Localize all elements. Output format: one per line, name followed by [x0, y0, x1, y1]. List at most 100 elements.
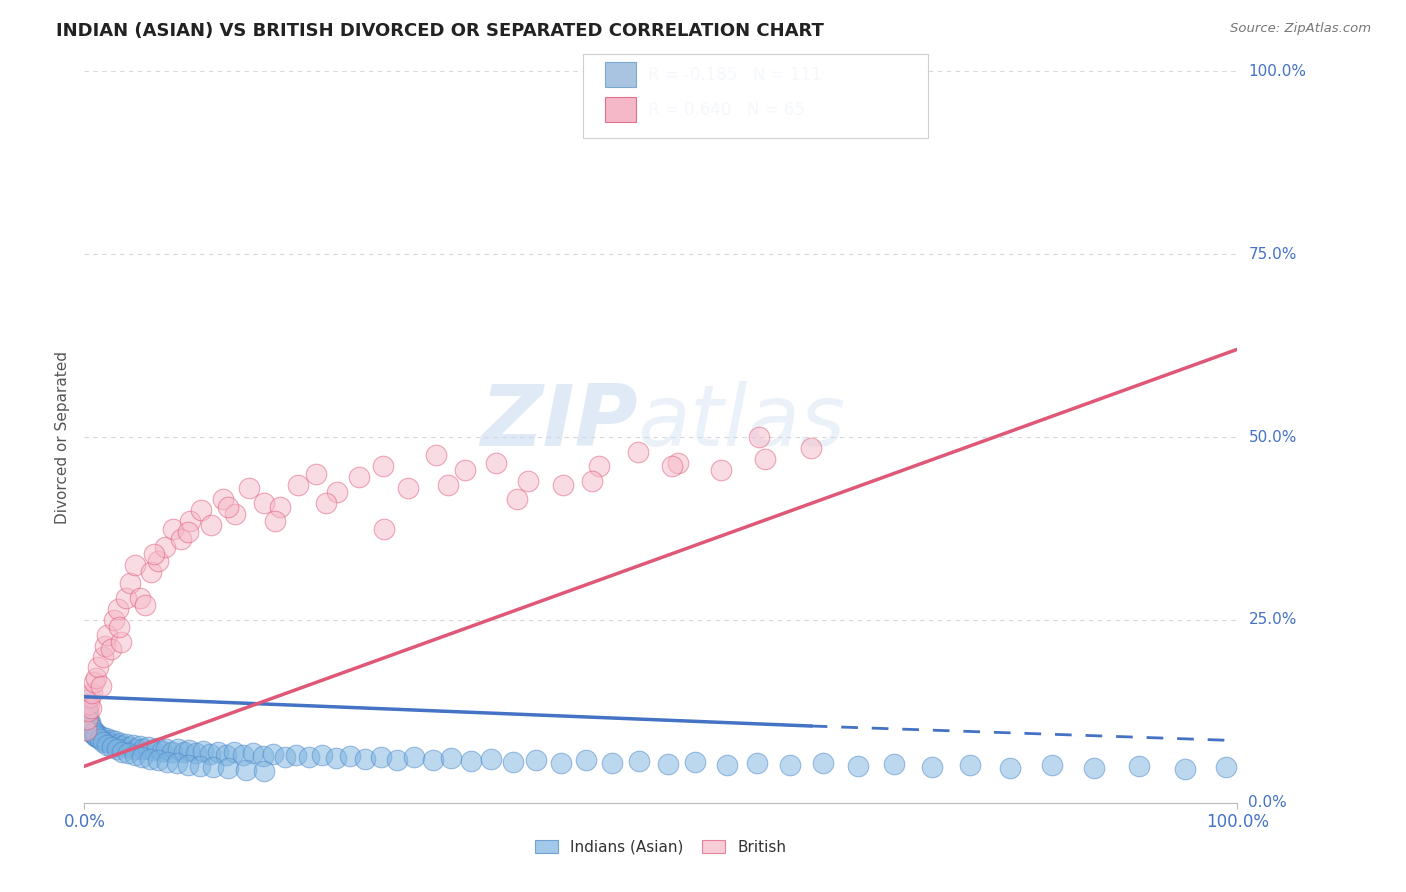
Point — [166, 756, 188, 771]
Point — [107, 602, 129, 616]
Point — [76, 700, 98, 714]
Point — [190, 503, 212, 517]
Point — [91, 649, 114, 664]
Point — [160, 745, 183, 759]
Point — [211, 492, 233, 507]
Y-axis label: Divorced or Separated: Divorced or Separated — [55, 351, 70, 524]
Point — [460, 754, 482, 768]
Point — [191, 744, 214, 758]
Point — [479, 752, 502, 766]
Point — [82, 686, 104, 700]
Point — [100, 642, 122, 657]
Point — [627, 444, 650, 458]
Point — [274, 749, 297, 764]
Point — [101, 740, 124, 755]
Point — [1083, 761, 1105, 775]
Point — [120, 576, 142, 591]
Point — [716, 757, 738, 772]
Point — [76, 712, 98, 726]
Point — [502, 755, 524, 769]
Point — [959, 757, 981, 772]
Point — [83, 724, 105, 739]
Point — [146, 554, 169, 568]
Point — [666, 456, 689, 470]
Point — [131, 749, 153, 764]
Point — [253, 496, 276, 510]
Point — [125, 741, 148, 756]
Point — [79, 719, 101, 733]
Point — [166, 742, 188, 756]
Point — [86, 730, 108, 744]
Point — [141, 566, 163, 580]
Point — [153, 540, 176, 554]
Point — [173, 745, 195, 759]
Point — [97, 735, 120, 749]
Point — [83, 729, 105, 743]
Text: atlas: atlas — [638, 381, 846, 464]
Point — [179, 743, 201, 757]
Point — [111, 745, 134, 759]
Point — [242, 746, 264, 760]
Point — [110, 635, 132, 649]
Point — [588, 459, 610, 474]
Point — [779, 758, 801, 772]
Point — [298, 750, 321, 764]
Point — [104, 734, 127, 748]
Point — [627, 754, 650, 768]
Point — [436, 477, 458, 491]
Point — [998, 761, 1021, 775]
Point — [124, 558, 146, 573]
Point — [263, 514, 285, 528]
Point — [124, 748, 146, 763]
Point — [224, 507, 246, 521]
Point — [76, 705, 98, 719]
Point — [115, 591, 138, 605]
Point — [252, 749, 274, 764]
Point — [76, 705, 98, 719]
Point — [100, 732, 122, 747]
Point — [90, 730, 112, 744]
Point — [921, 760, 943, 774]
Text: Source: ZipAtlas.com: Source: ZipAtlas.com — [1230, 22, 1371, 36]
Point — [105, 742, 128, 756]
Point — [80, 723, 103, 737]
Point — [80, 721, 103, 735]
Point — [128, 591, 150, 605]
Point — [1128, 759, 1150, 773]
Text: 25.0%: 25.0% — [1249, 613, 1296, 627]
Point — [117, 746, 139, 760]
Point — [108, 736, 131, 750]
Point — [581, 474, 603, 488]
Point — [218, 761, 240, 775]
Point — [385, 753, 408, 767]
Point — [232, 748, 254, 763]
Point — [285, 747, 308, 762]
Point — [710, 463, 733, 477]
Point — [813, 756, 835, 771]
Point — [96, 738, 118, 752]
Point — [224, 745, 246, 759]
Point — [80, 700, 103, 714]
Point — [75, 723, 97, 737]
Point — [82, 726, 104, 740]
Point — [118, 740, 141, 755]
Point — [89, 731, 111, 746]
Point — [111, 739, 134, 753]
Text: ZIP: ZIP — [479, 381, 638, 464]
Point — [657, 757, 679, 772]
Point — [218, 500, 240, 514]
Point — [353, 752, 375, 766]
Point — [96, 731, 118, 746]
Point — [754, 452, 776, 467]
Point — [93, 735, 115, 749]
Point — [83, 675, 105, 690]
Text: 0.0%: 0.0% — [1249, 796, 1286, 810]
Point — [146, 740, 169, 755]
Point — [370, 749, 392, 764]
Point — [685, 755, 707, 769]
Point — [139, 752, 162, 766]
Point — [748, 430, 770, 444]
Point — [311, 748, 333, 763]
Point — [287, 477, 309, 491]
Point — [103, 613, 125, 627]
